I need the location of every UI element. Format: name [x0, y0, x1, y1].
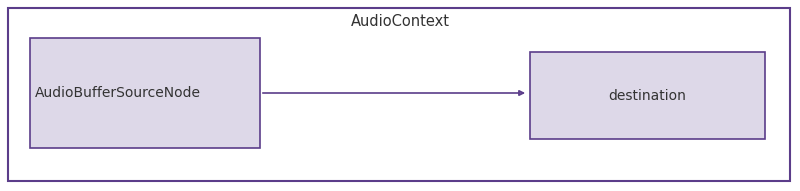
Text: AudioBufferSourceNode: AudioBufferSourceNode: [34, 86, 200, 100]
Bar: [530, 52, 765, 139]
Text: AudioContext: AudioContext: [350, 15, 450, 29]
Bar: [30, 38, 260, 148]
Text: destination: destination: [609, 88, 686, 103]
